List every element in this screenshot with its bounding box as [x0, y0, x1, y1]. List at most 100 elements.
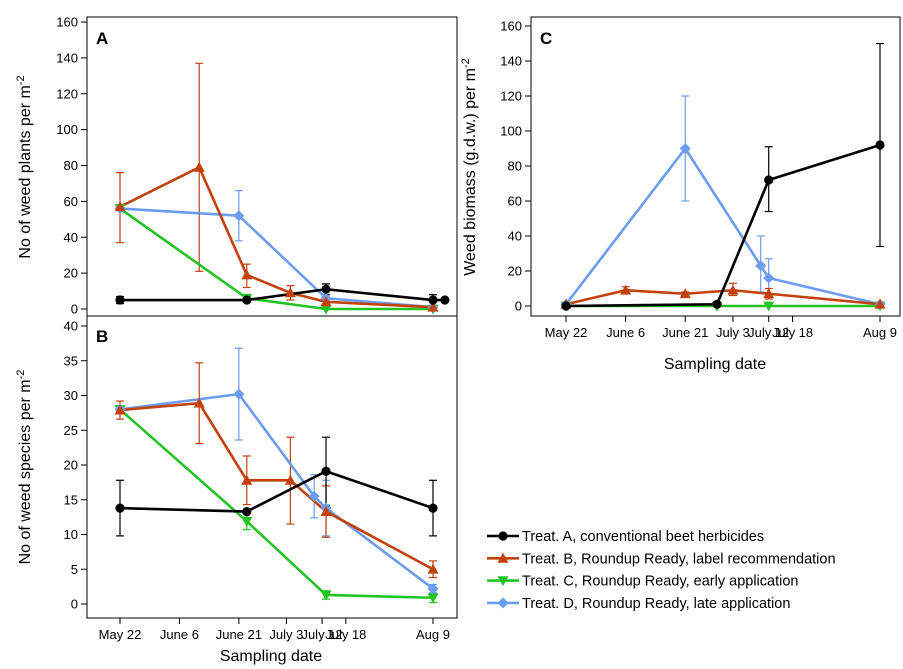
legend-entry-d: Treat. D, Roundup Ready, late applicatio… [487, 596, 790, 612]
data-point-a [875, 140, 885, 150]
data-point-a [115, 295, 125, 305]
data-point-d [755, 260, 767, 272]
data-point-b [284, 474, 296, 485]
xtick-label: June 21 [216, 627, 262, 642]
panel-c-ylabel-main: Weed biomass (g.d.w.) per m [462, 68, 479, 276]
ytick-label: 30 [64, 388, 78, 403]
panel-a: A No of weed plants per m-2 0 20 40 60 80 100… [15, 15, 458, 317]
panel-b: B No of weed species per m-2 Sampling da… [15, 315, 458, 665]
panel-a-ylabel-main: No of weed plants per m [17, 85, 34, 258]
panel-a-yaxis: 0 20 40 60 80 100 120 140 160 [56, 15, 87, 317]
data-point-b [320, 506, 332, 516]
data-point-b [679, 288, 691, 299]
ytick-label: 80 [64, 158, 78, 173]
data-point-b [114, 201, 126, 212]
panel-b-ylabel: No of weed species per m-2 [15, 370, 34, 565]
legend-label: Treat. B, Roundup Ready, label recommend… [522, 551, 836, 567]
ytick-label: 20 [64, 266, 78, 281]
data-point-d [679, 143, 691, 154]
xtick-label: July 3 [269, 627, 303, 642]
ytick-label: 160 [500, 19, 522, 34]
data-point-b [114, 404, 126, 415]
panel-b-letter: B [96, 327, 108, 346]
ytick-label: 140 [500, 54, 522, 69]
series-line-b [565, 288, 881, 306]
series-line-a [119, 469, 434, 513]
xtick-label: May 22 [545, 325, 588, 340]
ytick-label: 120 [56, 86, 78, 101]
ytick-label: 40 [64, 319, 78, 334]
panel-c-ylabel-sup: -2 [460, 58, 472, 68]
xtick-label: July 3 [716, 325, 750, 340]
data-point-b [427, 563, 439, 574]
data-point-a [428, 503, 438, 513]
data-point-c [320, 590, 332, 601]
data-point-b [241, 269, 253, 280]
panel-b-ylabel-main: No of weed species per m [17, 379, 34, 564]
legend-label: Treat. D, Roundup Ready, late applicatio… [522, 596, 790, 612]
series-line-b [119, 401, 434, 571]
legend-label: Treat. A, conventional beet herbicides [522, 529, 764, 545]
data-point-b [620, 284, 632, 295]
data-point-d [233, 210, 245, 222]
legend: Treat. A, conventional beet herbicides Tr… [487, 529, 836, 612]
ytick-label: 35 [64, 353, 78, 368]
legend-marker [497, 597, 509, 609]
panel-c-lines [564, 143, 881, 308]
legend-marker [497, 576, 509, 587]
data-point-b [427, 301, 439, 312]
xtick-label: July 12 [301, 627, 342, 642]
xtick-label: June 21 [662, 325, 708, 340]
series-line-d [564, 147, 881, 306]
ytick-label: 60 [64, 194, 78, 209]
data-point-a [428, 295, 438, 305]
ytick-label: 40 [508, 229, 522, 244]
ytick-label: 0 [71, 597, 78, 612]
xtick-label: July 18 [772, 325, 813, 340]
panel-b-errorbars [116, 347, 437, 604]
data-point-a [242, 506, 252, 517]
ytick-label: 40 [64, 230, 78, 245]
panel-c-errorbars [621, 42, 884, 300]
ytick-label: 10 [64, 527, 78, 542]
panel-b-markers [114, 388, 439, 604]
data-point-a [242, 295, 252, 305]
data-point-d [427, 583, 439, 595]
panel-a-letter: A [96, 29, 108, 48]
data-point-c [427, 593, 439, 604]
panel-c: C Weed biomass (g.d.w.) per m-2 Sampling… [460, 16, 901, 373]
panel-b-yaxis: 0 5 10 15 20 25 30 35 40 [64, 319, 87, 612]
xtick-label: July 12 [748, 325, 789, 340]
data-point-b [193, 397, 205, 408]
xtick-label: June 6 [606, 325, 645, 340]
series-line-c [119, 207, 433, 311]
legend-label: Treat. C, Roundup Ready, early applicati… [522, 574, 798, 590]
ytick-label: 20 [508, 264, 522, 279]
legend-marker [497, 552, 509, 563]
panel-b-ylabel-sup: -2 [15, 370, 27, 380]
data-point-c [320, 304, 332, 315]
panel-c-ylabel: Weed biomass (g.d.w.) per m-2 [460, 58, 479, 276]
data-point-b [284, 287, 296, 298]
data-point-a [712, 299, 722, 309]
data-point-b [241, 474, 253, 485]
legend-marker [498, 531, 508, 541]
series-line-c [119, 408, 434, 600]
xtick-label: Aug 9 [416, 627, 450, 642]
ytick-label: 0 [71, 302, 78, 317]
panel-a-frame [86, 16, 458, 317]
ytick-label: 120 [500, 89, 522, 104]
legend-entry-c: Treat. C, Roundup Ready, early applicati… [487, 574, 798, 590]
data-point-d [233, 388, 245, 400]
panel-c-xlabel: Sampling date [664, 356, 766, 373]
xtick-label: June 6 [160, 627, 199, 642]
xtick-label: July 18 [325, 627, 366, 642]
series-line-d [119, 207, 434, 309]
data-point-a [764, 175, 774, 185]
ytick-label: 100 [56, 122, 78, 137]
legend-entry-b: Treat. B, Roundup Ready, label recommend… [487, 551, 836, 567]
xtick-label: Aug 9 [863, 325, 897, 340]
data-point-b [320, 296, 332, 307]
panel-a-ylabel: No of weed plants per m-2 [15, 75, 34, 258]
